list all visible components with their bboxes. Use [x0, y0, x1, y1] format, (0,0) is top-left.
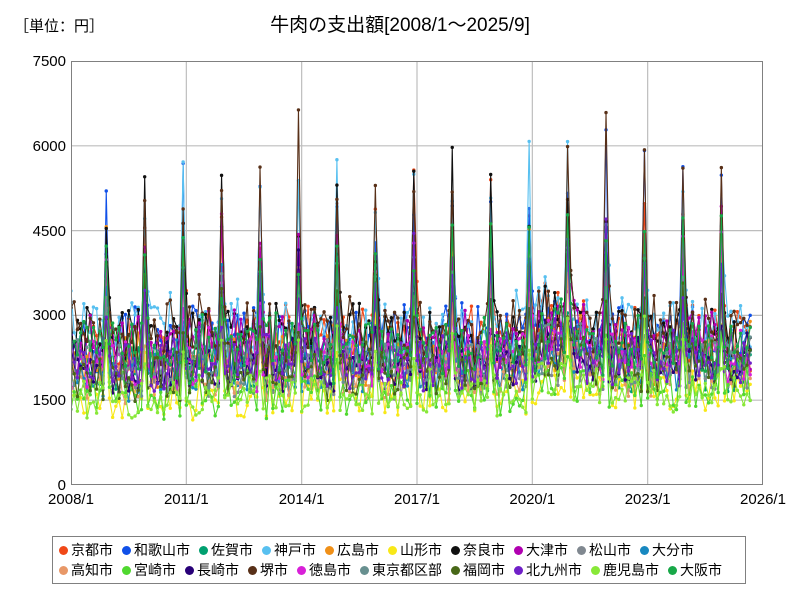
legend-item-長崎市[interactable]: 長崎市 [185, 560, 239, 580]
legend-label: 東京都区部 [372, 562, 442, 578]
legend-item-和歌山市[interactable]: 和歌山市 [122, 540, 190, 560]
legend-label: 松山市 [589, 542, 631, 558]
legend-marker-icon [185, 565, 194, 575]
unit-label: ［単位：円］ [14, 18, 105, 35]
x-axis-tick-label: 2020/1 [509, 491, 556, 508]
y-axis-tick-label: 3000 [32, 307, 66, 325]
x-axis-tick-label: 2008/1 [48, 491, 94, 508]
legend-marker-icon [451, 545, 460, 555]
y-axis-labels: 0 1500 3000 4500 6000 7500 [0, 0, 66, 600]
legend-marker-icon [248, 565, 257, 575]
legend-item-北九州市[interactable]: 北九州市 [514, 560, 582, 580]
y-axis-tick-label: 4500 [32, 222, 66, 240]
legend-item-松山市[interactable]: 松山市 [577, 540, 631, 560]
series-group [71, 108, 752, 422]
legend-item-奈良市[interactable]: 奈良市 [451, 540, 505, 560]
legend-item-大阪市[interactable]: 大阪市 [668, 560, 722, 580]
legend-marker-icon [122, 565, 131, 575]
legend-label: 佐賀市 [211, 542, 253, 558]
y-axis-tick-label: 0 [57, 477, 66, 494]
legend-item-神戸市[interactable]: 神戸市 [262, 540, 316, 560]
legend-item-高知市[interactable]: 高知市 [59, 560, 113, 580]
plot-area [71, 61, 763, 485]
legend-label: 堺市 [260, 562, 288, 578]
legend-label: 奈良市 [463, 542, 505, 558]
legend-marker-icon [591, 565, 600, 575]
x-axis-labels: 2008/1 2011/1 2014/1 2017/1 2020/1 2023/1 2026… [0, 492, 800, 512]
legend-item-山形市[interactable]: 山形市 [388, 540, 442, 560]
series-大阪市 [71, 213, 752, 386]
legend-label: 高知市 [71, 562, 113, 578]
legend-item-堺市[interactable]: 堺市 [248, 560, 288, 580]
legend-label: 福岡市 [463, 562, 505, 578]
legend-marker-icon [59, 545, 68, 555]
legend-row: 高知市 宮崎市 長崎市 堺市 徳島市 東京都区部 福岡市 北九州市 鹿児島市 大阪市 [59, 560, 739, 580]
legend-item-宮崎市[interactable]: 宮崎市 [122, 560, 176, 580]
y-axis-tick-label: 6000 [32, 137, 66, 155]
legend-marker-icon [297, 565, 306, 575]
legend-item-福岡市[interactable]: 福岡市 [451, 560, 505, 580]
y-axis-tick-label: 7500 [32, 53, 66, 70]
legend-label: 鹿児島市 [603, 562, 659, 578]
legend-marker-icon [577, 545, 586, 555]
legend-item-京都市[interactable]: 京都市 [59, 540, 113, 560]
legend-label: 山形市 [400, 542, 442, 558]
x-axis-tick-label: 2011/1 [163, 491, 209, 508]
legend-label: 大津市 [526, 542, 568, 558]
legend-label: 広島市 [337, 542, 379, 558]
legend-item-東京都区部[interactable]: 東京都区部 [360, 560, 442, 580]
legend-marker-icon [388, 545, 397, 555]
legend-label: 京都市 [71, 542, 113, 558]
legend-label: 和歌山市 [134, 542, 190, 558]
legend-marker-icon [668, 565, 677, 575]
legend-marker-icon [640, 545, 649, 555]
x-axis-tick-label: 2026/1 [740, 491, 786, 508]
legend-item-徳島市[interactable]: 徳島市 [297, 560, 351, 580]
legend-marker-icon [199, 545, 208, 555]
legend-label: 宮崎市 [134, 562, 176, 578]
legend-item-鹿児島市[interactable]: 鹿児島市 [591, 560, 659, 580]
legend-row: 京都市 和歌山市 佐賀市 神戸市 広島市 山形市 奈良市 大津市 松山市 大分市 [59, 540, 739, 560]
y-axis-tick-label: 1500 [32, 392, 66, 410]
chart-canvas [71, 61, 763, 485]
legend-label: 北九州市 [526, 562, 582, 578]
legend-label: 徳島市 [309, 562, 351, 578]
legend-label: 長崎市 [197, 562, 239, 578]
legend-label: 神戸市 [274, 542, 316, 558]
legend-marker-icon [514, 545, 523, 555]
legend-item-広島市[interactable]: 広島市 [325, 540, 379, 560]
legend-marker-icon [59, 565, 68, 575]
legend-marker-icon [451, 565, 460, 575]
legend-item-大分市[interactable]: 大分市 [640, 540, 694, 560]
x-axis-tick-label: 2017/1 [394, 491, 440, 508]
legend-marker-icon [325, 545, 334, 555]
legend-item-佐賀市[interactable]: 佐賀市 [199, 540, 253, 560]
x-axis-tick-label: 2023/1 [624, 491, 671, 508]
legend-label: 大分市 [652, 542, 694, 558]
legend-marker-icon [360, 565, 369, 575]
legend-label: 大阪市 [680, 562, 722, 578]
gridlines [71, 61, 763, 485]
page-title: 牛肉の支出額[2008/1～2025/9] [270, 15, 530, 36]
x-axis-tick-label: 2014/1 [278, 491, 325, 508]
legend: 京都市 和歌山市 佐賀市 神戸市 広島市 山形市 奈良市 大津市 松山市 大分市高知市 宮崎市 長崎市… [52, 536, 746, 584]
legend-marker-icon [514, 565, 523, 575]
legend-marker-icon [262, 545, 271, 555]
legend-marker-icon [122, 545, 131, 555]
legend-item-大津市[interactable]: 大津市 [514, 540, 568, 560]
